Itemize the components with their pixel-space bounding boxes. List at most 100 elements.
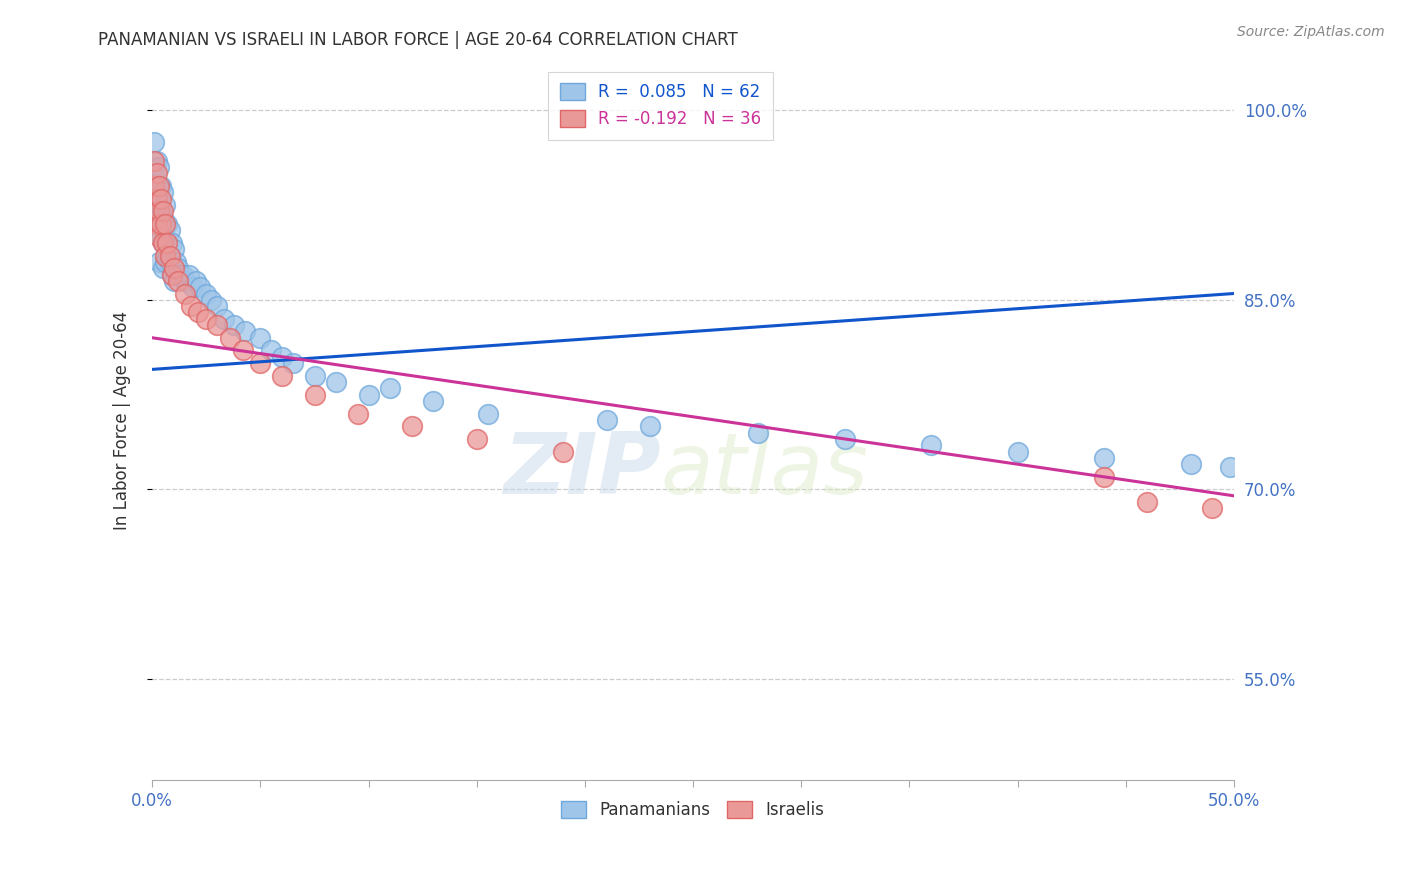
Point	[155, 217, 177, 231]
Point	[148, 160, 170, 174]
Point	[143, 160, 166, 174]
Point	[281, 356, 304, 370]
Legend: Panamanians, Israelis: Panamanians, Israelis	[555, 795, 831, 826]
Point	[160, 235, 183, 250]
Point	[271, 368, 294, 383]
Point	[920, 438, 942, 452]
Point	[145, 179, 167, 194]
Point	[167, 274, 190, 288]
Point	[1219, 459, 1241, 474]
Point	[163, 242, 186, 256]
Point	[304, 387, 326, 401]
Point	[143, 179, 166, 194]
Y-axis label: In Labor Force | Age 20-64: In Labor Force | Age 20-64	[114, 310, 131, 530]
Point	[205, 299, 228, 313]
Point	[163, 274, 186, 288]
Point	[152, 235, 174, 250]
Point	[149, 229, 172, 244]
Point	[1136, 495, 1159, 509]
Point	[187, 305, 209, 319]
Point	[553, 444, 575, 458]
Point	[233, 325, 256, 339]
Point	[173, 286, 195, 301]
Point	[145, 153, 167, 168]
Point	[152, 235, 174, 250]
Point	[172, 268, 194, 282]
Point	[143, 153, 166, 168]
Point	[152, 204, 174, 219]
Point	[159, 223, 181, 237]
Point	[145, 204, 167, 219]
Point	[188, 280, 211, 294]
Point	[1201, 501, 1223, 516]
Point	[325, 375, 347, 389]
Point	[169, 268, 191, 282]
Point	[747, 425, 769, 440]
Point	[224, 318, 246, 332]
Point	[638, 419, 661, 434]
Point	[304, 368, 326, 383]
Point	[165, 255, 187, 269]
Point	[155, 198, 177, 212]
Point	[1092, 450, 1115, 465]
Point	[149, 204, 172, 219]
Point	[155, 229, 177, 244]
Point	[156, 235, 179, 250]
Point	[167, 261, 190, 276]
Point	[152, 261, 174, 276]
Point	[1092, 470, 1115, 484]
Point	[148, 229, 170, 244]
Point	[205, 318, 228, 332]
Point	[465, 432, 488, 446]
Point	[156, 217, 179, 231]
Point	[159, 255, 181, 269]
Point	[149, 179, 172, 194]
Point	[152, 186, 174, 200]
Point	[380, 381, 402, 395]
Point	[163, 261, 186, 276]
Text: atlas: atlas	[661, 429, 869, 512]
Point	[148, 255, 170, 269]
Point	[357, 387, 380, 401]
Point	[173, 274, 195, 288]
Point	[145, 166, 167, 180]
Point	[195, 311, 218, 326]
Point	[1180, 457, 1202, 471]
Point	[148, 179, 170, 194]
Point	[183, 280, 205, 294]
Point	[184, 274, 207, 288]
Point	[346, 407, 368, 421]
Point	[834, 432, 856, 446]
Point	[149, 192, 172, 206]
Point	[160, 268, 183, 282]
Point	[149, 217, 172, 231]
Point	[148, 179, 170, 194]
Point	[1007, 444, 1029, 458]
Text: PANAMANIAN VS ISRAELI IN LABOR FORCE | AGE 20-64 CORRELATION CHART: PANAMANIAN VS ISRAELI IN LABOR FORCE | A…	[98, 31, 738, 49]
Point	[249, 356, 271, 370]
Point	[195, 286, 218, 301]
Point	[152, 211, 174, 225]
Point	[143, 135, 166, 149]
Point	[148, 198, 170, 212]
Text: Source: ZipAtlas.com: Source: ZipAtlas.com	[1237, 25, 1385, 39]
Point	[232, 343, 254, 358]
Point	[145, 217, 167, 231]
Point	[422, 394, 444, 409]
Text: ZIP: ZIP	[503, 429, 661, 512]
Point	[159, 249, 181, 263]
Point	[148, 204, 170, 219]
Point	[155, 249, 177, 263]
Point	[145, 192, 167, 206]
Point	[200, 293, 222, 307]
Point	[477, 407, 499, 421]
Point	[271, 350, 294, 364]
Point	[156, 249, 179, 263]
Point	[177, 268, 200, 282]
Point	[595, 413, 617, 427]
Point	[212, 311, 235, 326]
Point	[180, 299, 202, 313]
Point	[160, 268, 183, 282]
Point	[219, 331, 242, 345]
Point	[249, 331, 271, 345]
